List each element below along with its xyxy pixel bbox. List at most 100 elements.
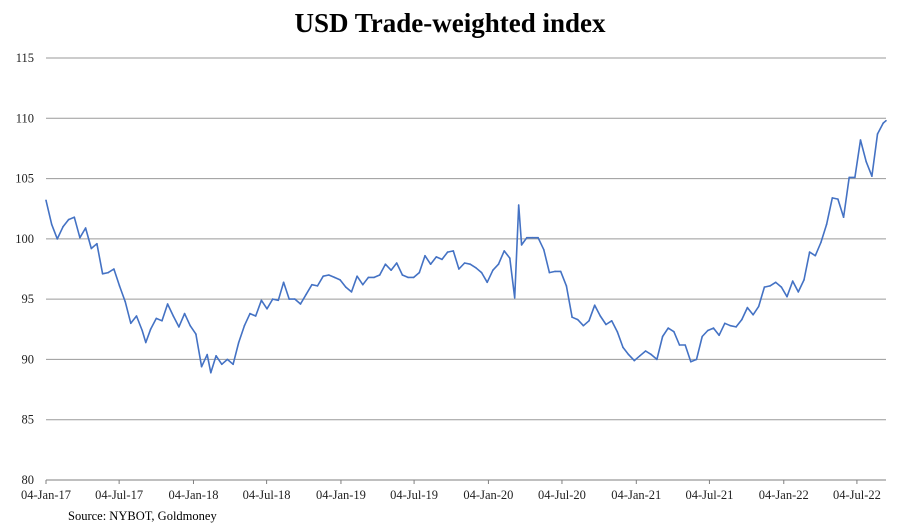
data-point bbox=[45, 199, 47, 202]
data-point bbox=[189, 324, 191, 327]
gridlines bbox=[46, 57, 886, 421]
x-tick-label: 04-Jul-21 bbox=[685, 488, 733, 502]
data-point bbox=[650, 353, 653, 356]
data-point bbox=[492, 269, 494, 272]
data-point bbox=[548, 271, 551, 274]
data-point bbox=[503, 250, 506, 252]
data-point bbox=[407, 276, 409, 279]
data-point bbox=[254, 315, 257, 317]
data-point bbox=[871, 175, 873, 177]
data-point bbox=[571, 316, 573, 319]
data-point bbox=[90, 247, 93, 250]
data-point bbox=[373, 276, 375, 279]
y-tick-label: 85 bbox=[22, 413, 35, 427]
data-point bbox=[786, 295, 788, 298]
chart-title: USD Trade-weighted index bbox=[294, 8, 606, 38]
data-point bbox=[271, 298, 274, 300]
x-tick-label: 04-Jul-18 bbox=[243, 488, 291, 502]
data-point bbox=[206, 353, 208, 356]
data-point bbox=[96, 242, 98, 245]
data-point bbox=[814, 254, 817, 257]
data-point bbox=[288, 298, 291, 300]
data-point bbox=[339, 279, 341, 281]
data-point bbox=[616, 330, 619, 333]
data-point bbox=[350, 291, 353, 293]
data-point bbox=[791, 280, 794, 282]
data-point bbox=[469, 263, 472, 266]
data-point bbox=[200, 365, 203, 368]
data-point bbox=[513, 297, 516, 299]
data-point bbox=[842, 216, 845, 218]
data-point bbox=[101, 273, 104, 275]
data-point bbox=[463, 262, 466, 264]
data-point bbox=[769, 285, 771, 287]
data-point bbox=[678, 344, 681, 346]
data-point bbox=[684, 344, 686, 346]
data-point bbox=[724, 322, 726, 325]
data-point bbox=[221, 363, 223, 366]
data-point bbox=[178, 326, 180, 328]
data-point bbox=[808, 251, 811, 253]
data-point bbox=[859, 139, 862, 141]
data-point bbox=[277, 299, 280, 302]
data-point bbox=[531, 236, 534, 239]
data-point bbox=[84, 227, 87, 229]
data-point bbox=[741, 318, 743, 321]
data-point bbox=[367, 276, 370, 279]
data-point bbox=[837, 198, 839, 200]
data-point bbox=[656, 358, 658, 361]
data-point bbox=[797, 291, 800, 293]
data-point bbox=[876, 133, 879, 135]
data-point bbox=[627, 353, 630, 356]
data-point bbox=[543, 248, 545, 251]
data-point bbox=[690, 361, 692, 363]
data-point bbox=[50, 223, 53, 226]
data-point bbox=[610, 320, 613, 322]
data-point bbox=[130, 322, 132, 325]
y-tick-label: 90 bbox=[22, 352, 35, 366]
data-point bbox=[707, 329, 709, 332]
data-point bbox=[429, 263, 432, 266]
data-point bbox=[124, 300, 126, 303]
data-point bbox=[554, 270, 556, 273]
data-point bbox=[195, 333, 197, 335]
y-tick-label: 115 bbox=[16, 51, 34, 65]
data-point bbox=[56, 238, 59, 240]
data-point bbox=[831, 197, 834, 199]
data-point bbox=[712, 327, 715, 329]
series-layer bbox=[45, 119, 887, 374]
axes bbox=[45, 479, 886, 484]
x-tick-label: 04-Jul-22 bbox=[833, 488, 881, 502]
x-tick-label: 04-Jul-20 bbox=[538, 488, 586, 502]
data-point bbox=[299, 303, 302, 305]
data-point bbox=[882, 122, 884, 124]
data-point bbox=[135, 315, 138, 317]
data-point bbox=[752, 314, 754, 316]
data-point bbox=[735, 326, 737, 328]
data-point bbox=[446, 251, 449, 253]
data-point bbox=[260, 299, 263, 302]
data-point bbox=[718, 334, 720, 337]
usd-index-line bbox=[45, 120, 887, 374]
data-point bbox=[509, 257, 511, 259]
x-tick-label: 04-Jan-20 bbox=[463, 488, 513, 502]
data-point bbox=[825, 223, 828, 226]
data-point bbox=[113, 268, 115, 270]
data-point bbox=[695, 358, 698, 361]
data-point bbox=[424, 254, 426, 257]
data-point bbox=[763, 286, 766, 288]
data-point bbox=[599, 315, 602, 317]
data-point bbox=[118, 285, 121, 287]
data-point bbox=[145, 341, 147, 344]
y-tick-labels: 80 85 90 95 100 105 110 115 bbox=[15, 51, 34, 487]
data-point bbox=[294, 298, 296, 300]
data-point bbox=[526, 236, 528, 239]
data-point bbox=[356, 275, 358, 278]
data-point bbox=[537, 236, 539, 239]
data-point bbox=[67, 218, 70, 221]
data-point bbox=[622, 346, 624, 349]
y-tick-label: 100 bbox=[15, 232, 34, 246]
data-point bbox=[820, 241, 822, 244]
x-tick-labels: 04-Jan-17 04-Jul-17 04-Jan-18 04-Jul-18 04-J… bbox=[21, 488, 881, 502]
data-point bbox=[155, 317, 158, 320]
